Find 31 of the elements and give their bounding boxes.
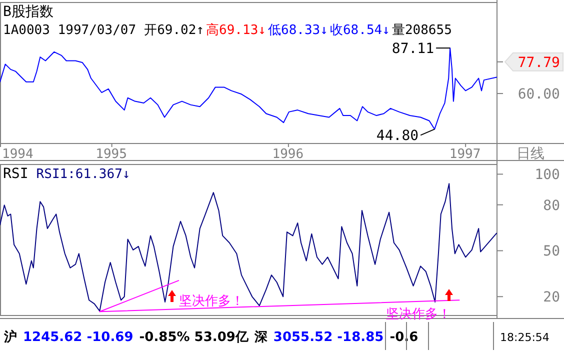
text: -0.85% 53.09亿: [139, 330, 250, 345]
text: 3055.52 -18.85: [273, 330, 384, 345]
y-tick-label: 77.79: [518, 54, 560, 71]
annotation: 44.80: [376, 128, 419, 144]
text: -0.6: [390, 330, 418, 345]
annotation: 1A0003 1997/03/07: [3, 23, 136, 38]
chart-title: B股指数: [3, 4, 54, 20]
annotation: 开69.02↑: [144, 23, 204, 38]
y-tick-label: 80: [543, 198, 560, 214]
annotation: 量208655: [392, 23, 452, 38]
text: 沪: [3, 329, 17, 345]
annotation: 坚决作多！: [386, 307, 451, 322]
annotation: 低68.33↓: [268, 23, 328, 38]
annotation: 收68.54↓: [330, 23, 390, 38]
x-tick-label: 1997: [449, 147, 481, 162]
text: 1245.62 -10.69: [23, 330, 134, 345]
y-tick-label: 20: [543, 290, 560, 306]
annotation: RSI1:61.367↓: [36, 167, 130, 182]
y-tick-label: 100: [534, 167, 560, 184]
text: 深: [253, 330, 268, 345]
annotation: 87.11: [392, 41, 434, 58]
annotation: 高69.13↓: [206, 22, 266, 38]
x-tick-label: 1994: [2, 147, 34, 162]
annotation: 坚决作多！: [179, 294, 244, 309]
x-tick-label: 1995: [96, 147, 127, 162]
x-axis-title: 日线: [516, 146, 544, 162]
y-tick-label: 50: [543, 244, 560, 260]
x-tick-label: 1996: [272, 147, 304, 162]
chart-title: RSI: [3, 166, 28, 182]
text: 18:25:54: [500, 331, 550, 344]
y-tick-label: 60.00: [518, 86, 560, 103]
